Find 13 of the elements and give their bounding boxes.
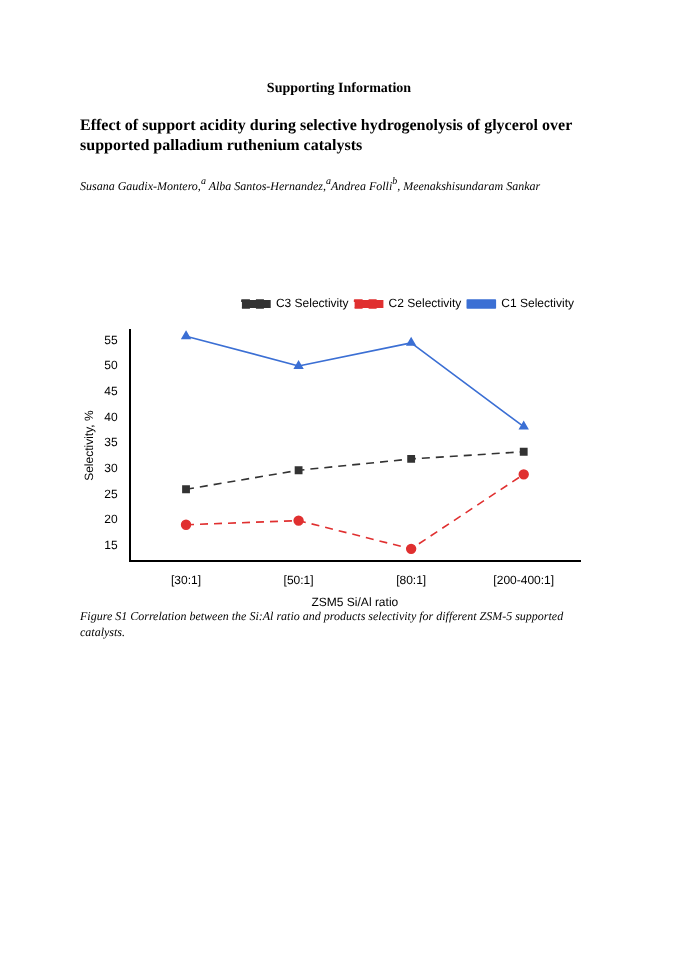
point: [181, 330, 191, 340]
point: [519, 447, 528, 456]
point: [406, 337, 416, 346]
point: [405, 543, 417, 555]
point: [407, 455, 416, 463]
point: [293, 360, 304, 369]
chart-title: Effect of support acidity during selective hydrogenolysis of glycerol over supported palladium ruthenium catalysts: [80, 116, 574, 156]
point: [180, 519, 192, 530]
point: [182, 485, 190, 494]
point: [294, 466, 303, 475]
point: [519, 421, 529, 430]
point: [518, 469, 529, 480]
point: [293, 515, 304, 526]
